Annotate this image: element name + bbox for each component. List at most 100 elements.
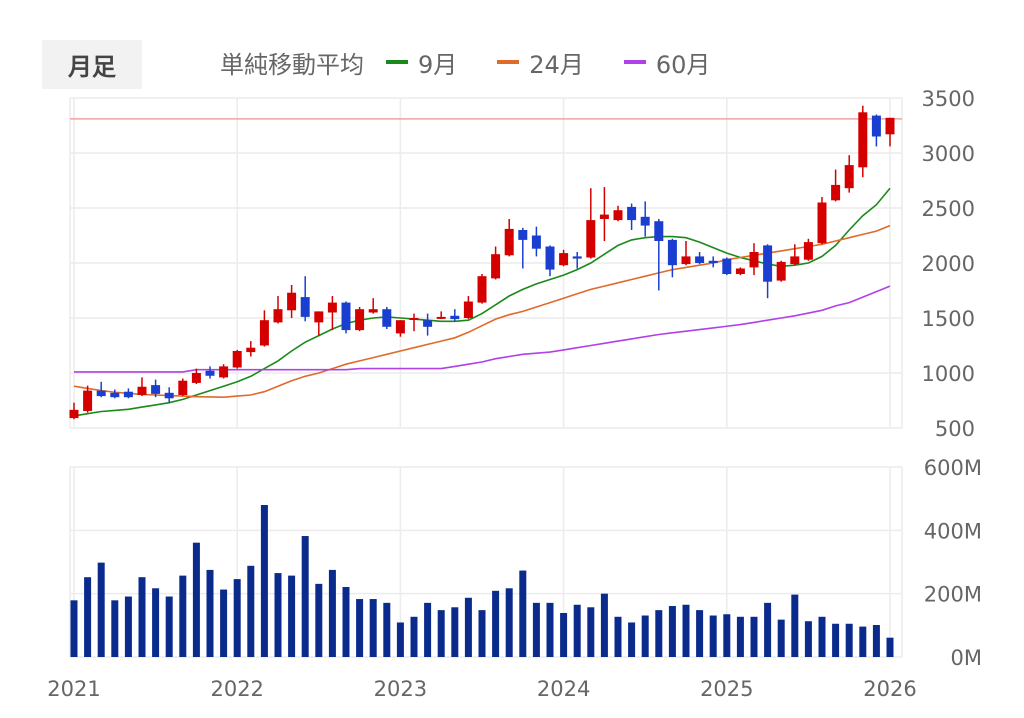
volume-bar	[220, 589, 228, 657]
volume-bar	[859, 626, 867, 657]
candle	[355, 307, 365, 332]
period-selector-monthly[interactable]: 月足	[42, 40, 142, 89]
volume-bar	[464, 597, 472, 657]
candle-body	[137, 386, 147, 395]
price-tick-label: 2000	[922, 252, 975, 276]
candle	[722, 257, 732, 276]
volume-bar	[777, 619, 785, 657]
candle-body	[763, 245, 773, 282]
legend-swatch	[497, 60, 520, 64]
volume-bar	[573, 604, 581, 657]
candle-body	[586, 220, 596, 258]
candle-body	[368, 309, 378, 313]
volume-bar	[152, 588, 160, 657]
candle-body	[695, 256, 705, 263]
volume-bar	[804, 621, 812, 657]
candle-body	[395, 320, 405, 334]
candle-body	[191, 373, 201, 383]
volume-bar	[165, 596, 173, 657]
volume-bar	[111, 600, 119, 657]
year-tick-label: 2025	[700, 677, 753, 701]
volume-bar	[546, 602, 554, 657]
candle	[627, 203, 637, 230]
volume-bar	[97, 562, 105, 657]
volume-bar	[628, 622, 636, 657]
candle	[885, 117, 895, 147]
candle	[273, 296, 283, 324]
legend-label: 24月	[529, 50, 584, 79]
candle-body	[613, 210, 623, 221]
candle	[409, 313, 419, 332]
candle	[790, 244, 800, 266]
candle	[477, 274, 487, 304]
volume-bar	[247, 565, 255, 657]
candle	[735, 267, 745, 276]
candle-body	[246, 347, 256, 353]
legend-swatch	[623, 60, 646, 64]
candle-body	[722, 258, 732, 274]
candle-body	[300, 297, 310, 317]
candle-body	[640, 216, 650, 226]
candle	[259, 310, 269, 347]
candle	[749, 243, 759, 276]
legend-label: 60月	[655, 50, 711, 79]
volume-bar	[260, 505, 268, 657]
candle	[232, 349, 242, 369]
volume-bar	[641, 615, 649, 657]
candle-body	[96, 390, 106, 397]
candle-body	[776, 261, 786, 281]
candle-body	[790, 256, 800, 265]
candle	[314, 311, 324, 336]
candle-body	[667, 239, 677, 266]
year-tick-label: 2023	[374, 677, 427, 701]
candle-body	[491, 254, 501, 279]
volume-tick-label: 200M	[924, 583, 982, 607]
candle-body	[463, 301, 473, 318]
candle	[341, 301, 351, 334]
volume-bar	[424, 602, 432, 657]
candle-body	[599, 214, 609, 219]
candle	[871, 114, 881, 147]
volume-bar	[410, 616, 418, 657]
candle-body	[708, 260, 718, 263]
candle-body	[844, 165, 854, 189]
candle	[69, 402, 79, 420]
candle-body	[559, 253, 569, 266]
volume-bar	[668, 606, 676, 657]
volume-bar	[655, 610, 663, 657]
candle-body	[110, 392, 120, 398]
candle-body	[123, 391, 133, 398]
volume-bar	[519, 570, 527, 657]
volume-bar	[206, 569, 214, 657]
volume-bar	[396, 622, 404, 657]
volume-bar	[179, 575, 187, 657]
volume-bar	[587, 607, 595, 657]
volume-bar	[192, 542, 200, 657]
axis-labels: 500 1000 1500 2000 2500 3000 3500 0M 200M 400M 600…	[47, 87, 982, 701]
candle	[572, 252, 582, 269]
candle	[586, 188, 596, 259]
candle	[531, 226, 541, 257]
legend-item-ma24: 24月	[497, 45, 584, 80]
price-tick-label: 500	[935, 417, 975, 441]
candle-body	[178, 380, 188, 395]
candle-body	[504, 228, 514, 256]
candle	[450, 309, 460, 322]
candle-body	[518, 230, 528, 240]
candle	[763, 244, 773, 299]
candle	[491, 246, 501, 280]
volume-tick-label: 600M	[924, 456, 982, 480]
candle-body	[681, 256, 691, 265]
candle	[463, 296, 473, 320]
candle	[640, 201, 650, 237]
volume-bar	[138, 577, 146, 657]
candle	[844, 155, 854, 193]
candle	[613, 205, 623, 222]
volume-bar	[696, 610, 704, 657]
volume-bar	[532, 602, 540, 657]
volume-bar	[750, 616, 758, 657]
candle-body	[232, 351, 242, 368]
volume-bar	[84, 577, 92, 657]
volume-bar	[600, 593, 608, 657]
